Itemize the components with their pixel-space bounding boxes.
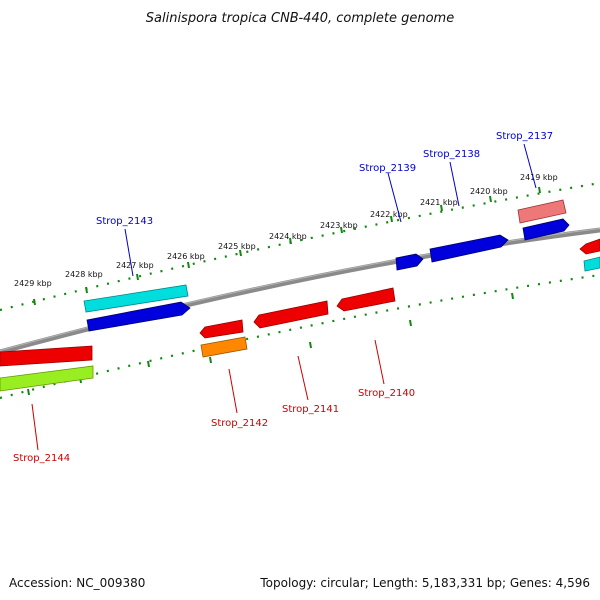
topology-text: Topology: circular; Length: 5,183,331 bp… <box>259 576 590 590</box>
gene-arrow-strop-2143-cyan[interactable] <box>83 284 189 313</box>
gene-label-strop-2143[interactable]: Strop_2143 <box>96 216 153 227</box>
gene-arrow-strop-2144-lime[interactable] <box>0 365 94 392</box>
accession-text: Accession: NC_009380 <box>9 576 145 590</box>
gene-arrow-strop-2142-orange[interactable] <box>200 336 248 358</box>
tick-label-2428: 2428 kbp <box>65 270 103 279</box>
gene-arrow-strop-2142-red[interactable] <box>199 319 244 339</box>
tick-label-2425: 2425 kbp <box>218 242 256 251</box>
tick-label-2427: 2427 kbp <box>116 261 154 270</box>
gene-label-strop-2137[interactable]: Strop_2137 <box>496 131 553 142</box>
outer-tick-track <box>0 181 600 312</box>
gene-arrow-strop-2137-pink[interactable] <box>517 199 567 224</box>
gene-arrows <box>0 199 600 392</box>
tick-label-2424: 2424 kbp <box>269 232 307 241</box>
gene-arrow-strop-2138[interactable] <box>429 234 509 263</box>
tick-label-2423: 2423 kbp <box>320 221 358 230</box>
tick-label-2429: 2429 kbp <box>14 279 52 288</box>
gene-arrow-edge-red[interactable] <box>579 238 600 255</box>
gene-arrow-strop-2144-red[interactable] <box>0 345 93 367</box>
gene-arrow-strop-2140[interactable] <box>336 287 396 312</box>
gene-labels: Strop_2143 Strop_2139 Strop_2138 Strop_2… <box>13 131 553 464</box>
tick-label-2420: 2420 kbp <box>470 187 508 196</box>
tick-labels: 2429 kbp 2428 kbp 2427 kbp 2426 kbp 2425… <box>14 173 558 288</box>
gene-label-strop-2138[interactable]: Strop_2138 <box>423 149 480 160</box>
gene-arrow-strop-2141[interactable] <box>253 300 329 329</box>
inner-tick-track <box>0 273 600 400</box>
tick-label-2421: 2421 kbp <box>420 198 458 207</box>
backbone <box>0 227 600 355</box>
gene-label-leaders <box>31 143 537 451</box>
gene-label-strop-2144[interactable]: Strop_2144 <box>13 453 70 464</box>
gene-label-strop-2142[interactable]: Strop_2142 <box>211 418 268 429</box>
tick-label-2426: 2426 kbp <box>167 252 205 261</box>
gene-label-strop-2139[interactable]: Strop_2139 <box>359 163 416 174</box>
gene-arrow-strop-2143-blue[interactable] <box>86 301 191 332</box>
tick-label-2419: 2419 kbp <box>520 173 558 182</box>
gene-arrow-edge-cyan[interactable] <box>583 256 600 272</box>
map-title: Salinispora tropica CNB-440, complete ge… <box>146 11 454 26</box>
gene-label-strop-2141[interactable]: Strop_2141 <box>282 404 339 415</box>
gene-arrow-strop-2137-blue[interactable] <box>522 218 570 241</box>
tick-label-2422: 2422 kbp <box>370 210 408 219</box>
gene-label-strop-2140[interactable]: Strop_2140 <box>358 388 415 399</box>
gene-arrow-strop-2139[interactable] <box>395 253 424 271</box>
